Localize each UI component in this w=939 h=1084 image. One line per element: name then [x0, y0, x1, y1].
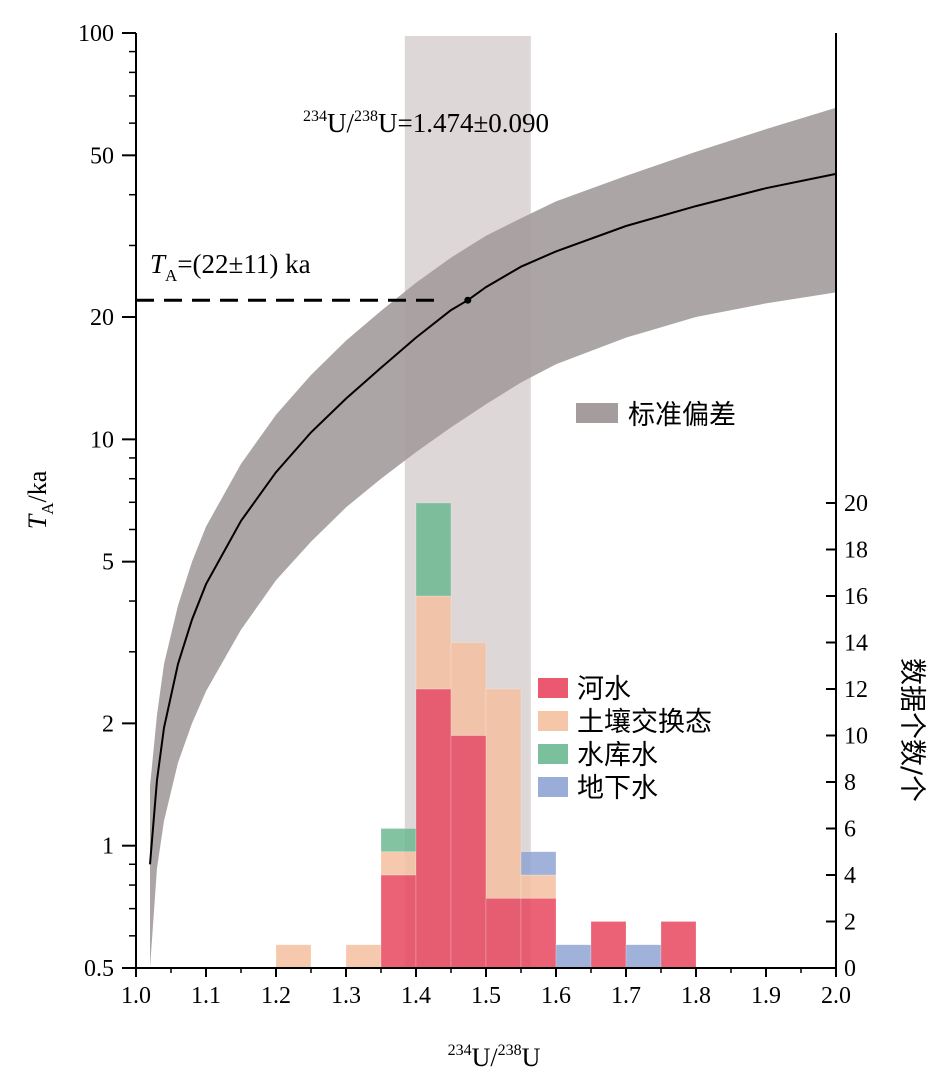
x-title-sup-234: 234 [448, 1042, 472, 1059]
y-left-title-unit: /ka [23, 470, 52, 502]
bar-地下水-1.55 [520, 851, 557, 876]
y-left-tick-label-20: 20 [90, 305, 114, 331]
bar-水库水-1.40 [415, 502, 452, 597]
legend-swatch-地下水 [538, 777, 568, 797]
x-tick-label-1.1: 1.1 [191, 983, 221, 1009]
ratio-sup-234: 234 [303, 108, 327, 125]
std-deviation-band [150, 107, 836, 968]
x-title-u2: U [522, 1043, 541, 1072]
x-title-u: U/ [472, 1043, 499, 1072]
y-left-tick-label-5: 5 [102, 550, 114, 576]
y-right-tick-label-6: 6 [844, 817, 856, 843]
std-band-layer [150, 107, 836, 968]
y-left-tick-label-0.5: 0.5 [84, 956, 114, 982]
legend-label-土壤交换态: 土壤交换态 [577, 707, 712, 738]
x-tick-label-1.4: 1.4 [401, 983, 431, 1009]
legend-label-水库水: 水库水 [577, 740, 658, 771]
ticks-layer: 1.0 1.1 1.2 1.3 1.4 1.5 1.6 1.7 1.8 1.9 2.00.51251… [78, 21, 868, 1009]
y-left-title-sub: A [38, 502, 57, 515]
y-left-tick-label-2: 2 [102, 711, 114, 737]
legend-swatch-土壤交换态 [538, 711, 568, 731]
x-tick-label-1.2: 1.2 [261, 983, 291, 1009]
histogram-bars-layer [275, 502, 697, 969]
legend-std-label: 标准偏差 [628, 400, 736, 431]
age-sub-a: A [165, 266, 178, 285]
legend-label-地下水: 地下水 [577, 773, 658, 804]
x-tick-label-1.6: 1.6 [541, 983, 571, 1009]
y-left-tick-label-10: 10 [90, 427, 114, 453]
x-title-sup-238: 238 [498, 1042, 522, 1059]
bar-河水-1.45 [450, 735, 487, 969]
y-right-tick-label-10: 10 [844, 724, 868, 750]
y-right-tick-label-18: 18 [844, 538, 868, 564]
y-left-axis-title: TA/ka [23, 470, 57, 529]
bar-河水-1.55 [520, 897, 557, 969]
y-right-tick-label-4: 4 [844, 863, 856, 889]
y-right-tick-label-0: 0 [844, 956, 856, 982]
curve-layer [136, 172, 837, 865]
bar-地下水-1.60 [555, 944, 592, 969]
ratio-sup-238: 238 [354, 108, 378, 125]
bar-土壤交换态-1.55 [520, 874, 557, 899]
ratio-annotation: 234U/238U=1.474±0.090 [303, 108, 549, 138]
ratio-u: U/ [327, 108, 354, 138]
x-tick-label-1.8: 1.8 [681, 983, 711, 1009]
legend-std-swatch [576, 403, 618, 423]
age-annotation: TA=(22±11) ka [150, 249, 311, 285]
ratio-value: U=1.474±0.090 [378, 108, 549, 138]
y-right-tick-label-8: 8 [844, 770, 856, 796]
y-right-tick-label-16: 16 [844, 584, 868, 610]
y-right-tick-label-20: 20 [844, 491, 868, 517]
legend-label-河水: 河水 [577, 674, 631, 705]
bar-土壤交换态-1.45 [450, 642, 487, 736]
legend-swatch-水库水 [538, 744, 568, 764]
y-left-tick-label-50: 50 [90, 143, 114, 169]
y-right-tick-label-14: 14 [844, 631, 868, 657]
bar-水库水-1.35 [380, 828, 417, 853]
x-tick-label-1.0: 1.0 [121, 983, 151, 1009]
age-point [464, 296, 472, 304]
bar-河水-1.50 [485, 897, 522, 969]
x-tick-label-1.3: 1.3 [331, 983, 361, 1009]
y-right-tick-label-12: 12 [844, 677, 868, 703]
bar-土壤交换态-1.50 [485, 688, 522, 899]
y-left-tick-label-1: 1 [102, 834, 114, 860]
x-tick-label-1.9: 1.9 [751, 983, 781, 1009]
y-right-tick-label-2: 2 [844, 910, 856, 936]
x-tick-label-1.7: 1.7 [611, 983, 641, 1009]
bar-河水-1.75 [660, 921, 697, 969]
x-axis-title: 234U/238U [448, 1042, 541, 1072]
age-value: =(22±11) ka [177, 249, 310, 279]
bar-土壤交换态-1.35 [380, 851, 417, 876]
x-tick-label-2.0: 2.0 [821, 983, 851, 1009]
legend-swatch-河水 [538, 678, 568, 698]
y-left-tick-label-100: 100 [78, 21, 114, 47]
bar-河水-1.65 [590, 921, 627, 969]
x-tick-label-1.5: 1.5 [471, 983, 501, 1009]
y-left-title-t: T [23, 513, 52, 529]
age-t: T [150, 249, 167, 279]
bar-土壤交换态-1.40 [415, 595, 452, 690]
bar-地下水-1.70 [625, 944, 662, 969]
bar-土壤交换态-1.20 [275, 944, 312, 969]
bar-河水-1.35 [380, 874, 417, 969]
fit-curve-line [149, 172, 837, 865]
bar-河水-1.40 [415, 688, 452, 969]
bar-土壤交换态-1.30 [345, 944, 382, 969]
y-right-axis-title: 数据个数/个 [896, 658, 927, 802]
